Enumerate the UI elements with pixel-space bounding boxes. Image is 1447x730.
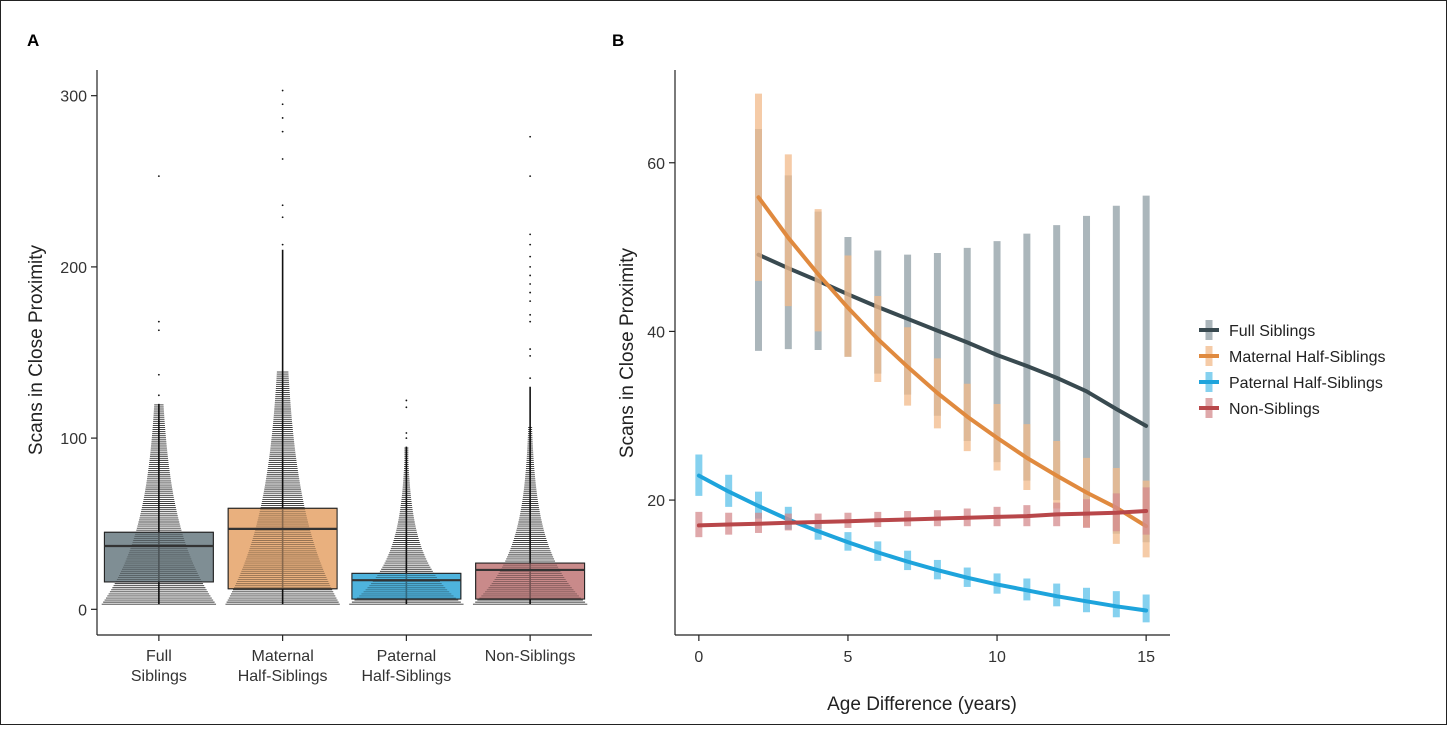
panel-a-outlier bbox=[281, 89, 284, 92]
panel-a-y-tick-label: 300 bbox=[60, 89, 87, 106]
panel-a-outlier bbox=[529, 265, 532, 268]
panel-a-y-tick-label: 100 bbox=[60, 431, 87, 448]
panel-b-series-group bbox=[695, 454, 1150, 623]
panel-b-x-tick-label: 10 bbox=[988, 649, 1006, 666]
panel-a-y-tick-label: 0 bbox=[78, 602, 87, 619]
panel-b-series-group bbox=[695, 487, 1150, 538]
panel-a-outlier bbox=[405, 399, 408, 402]
panel-a-x-tick-label: Full bbox=[146, 648, 172, 665]
panel-a-box-overlay bbox=[351, 572, 462, 600]
panel-b: B Scans in Close Proximity Age Differenc… bbox=[612, 31, 1386, 715]
panel-b-legend-item: Full Siblings bbox=[1199, 320, 1315, 340]
panel-b-y-tick-label: 60 bbox=[647, 156, 665, 173]
panel-a-x-tick-label: Siblings bbox=[131, 668, 187, 685]
panel-a-outlier bbox=[281, 216, 284, 219]
panel-a-y-axis-title: Scans in Close Proximity bbox=[26, 244, 47, 455]
panel-a-outlier bbox=[405, 437, 408, 440]
panel-b-label: B bbox=[612, 31, 624, 50]
panel-a-box-overlay bbox=[475, 562, 586, 600]
panel-b-y-axis-title: Scans in Close Proximity bbox=[617, 247, 638, 458]
panel-b-series-line bbox=[756, 252, 1149, 428]
panel-a-box-overlay bbox=[103, 531, 214, 583]
panel-a-x-tick-label: Maternal bbox=[252, 648, 314, 665]
panel-a-x-tick-label: Non-Siblings bbox=[485, 648, 576, 665]
panel-a-box-group bbox=[101, 175, 217, 605]
panel-b-series-line bbox=[696, 473, 1149, 613]
panel-b-y-tick-label: 40 bbox=[647, 324, 665, 341]
panel-a-outlier bbox=[405, 406, 408, 409]
panel-a-outlier bbox=[529, 377, 532, 380]
panel-a-x-tick-label: Paternal bbox=[377, 648, 437, 665]
panel-a-label: A bbox=[27, 31, 39, 50]
panel-b-legend-item: Non-Siblings bbox=[1199, 398, 1320, 418]
panel-a-box-group bbox=[472, 135, 588, 605]
panel-b-series-line bbox=[756, 195, 1149, 529]
panel-a-outlier bbox=[529, 283, 532, 285]
panel-b-series-line bbox=[696, 509, 1149, 528]
panel-b-x-tick-label: 5 bbox=[843, 649, 852, 666]
panel-b-series-group bbox=[754, 93, 1150, 558]
panel-b-y-ticks: 20 40 60 bbox=[647, 156, 675, 510]
panel-a-box-group bbox=[349, 399, 464, 605]
panel-b-legend-item: Paternal Half-Siblings bbox=[1199, 372, 1383, 392]
panel-a-outlier bbox=[529, 233, 532, 236]
panel-a-outlier bbox=[529, 313, 532, 316]
panel-a-outlier bbox=[405, 432, 408, 434]
panel-a-outlier bbox=[529, 274, 532, 277]
panel-b-legend-item: Maternal Half-Siblings bbox=[1199, 346, 1386, 366]
panel-a-outlier bbox=[281, 243, 284, 246]
panel-a-outlier bbox=[529, 291, 532, 294]
panel-a-x-ticks: Full Siblings Maternal Half-Siblings Paterna… bbox=[131, 635, 576, 685]
panel-a-outlier bbox=[281, 130, 284, 133]
panel-a-outlier bbox=[281, 158, 284, 160]
panel-a-outlier bbox=[157, 329, 160, 332]
panel-a-y-tick-label: 200 bbox=[60, 260, 87, 277]
panel-b-legend: Full Siblings Maternal Half-Siblings Pater… bbox=[1199, 320, 1386, 418]
panel-a-outlier bbox=[529, 255, 532, 258]
panel-b-legend-label: Full Siblings bbox=[1229, 323, 1315, 340]
panel-b-legend-label: Paternal Half-Siblings bbox=[1229, 375, 1383, 392]
panel-b-y-tick-label: 20 bbox=[647, 493, 665, 510]
panel-a-x-tick-label: Half-Siblings bbox=[361, 668, 451, 685]
panel-b-x-tick-label: 0 bbox=[694, 649, 703, 666]
panel-a-y-ticks: 0 100 200 300 bbox=[60, 89, 97, 619]
panel-a-outlier bbox=[157, 373, 160, 376]
panel-a-outlier bbox=[281, 204, 284, 207]
panel-a-boxes bbox=[101, 89, 588, 605]
panel-a-outlier bbox=[529, 135, 532, 138]
panel-b-x-tick-label: 15 bbox=[1137, 649, 1155, 666]
panel-a-outlier bbox=[281, 103, 284, 106]
panel-a-x-tick-label: Half-Siblings bbox=[238, 668, 328, 685]
panel-b-legend-label: Maternal Half-Siblings bbox=[1229, 349, 1386, 366]
panel-a-outlier bbox=[529, 348, 532, 350]
panel-a: A Scans in Close Proximity 0 100 200 300 Fu… bbox=[26, 31, 592, 685]
panel-a-box-overlay bbox=[227, 507, 338, 590]
panel-a-outlier bbox=[529, 243, 532, 246]
panel-a-outlier bbox=[157, 394, 160, 397]
panel-b-x-axis-title: Age Difference (years) bbox=[827, 694, 1017, 715]
panel-a-outlier bbox=[157, 320, 160, 323]
panel-b-legend-label: Non-Siblings bbox=[1229, 401, 1320, 418]
panel-a-box-group bbox=[225, 89, 340, 605]
panel-a-outlier bbox=[529, 300, 532, 303]
panel-a-outlier bbox=[281, 117, 284, 119]
panel-a-outlier bbox=[529, 175, 532, 178]
panel-a-outlier bbox=[157, 175, 160, 178]
panel-a-outlier bbox=[529, 320, 532, 323]
panel-a-outlier bbox=[529, 355, 532, 357]
panel-b-series bbox=[695, 93, 1150, 623]
panel-b-x-ticks: 0 5 10 15 bbox=[694, 635, 1155, 666]
